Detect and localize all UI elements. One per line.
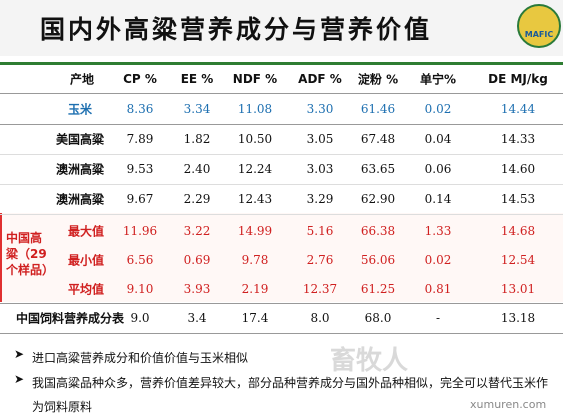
cell-value: 14.53 — [500, 192, 536, 206]
cell-value: 6.56 — [126, 253, 154, 267]
group-bar — [0, 213, 2, 302]
cell-value: 10.50 — [237, 132, 273, 146]
cell-value: 0.02 — [424, 102, 452, 116]
rule — [0, 62, 563, 65]
cell-value: 56.06 — [360, 253, 396, 267]
cell-value: 63.65 — [360, 162, 396, 176]
cell-value: 9.78 — [241, 253, 269, 267]
cell-value: 7.89 — [126, 132, 154, 146]
cell-value: 2.76 — [306, 253, 334, 267]
cell-value: 13.01 — [500, 282, 536, 296]
cell-value: 0.04 — [424, 132, 452, 146]
group-row-label: 最小值 — [67, 253, 105, 268]
column-header: EE % — [180, 72, 214, 86]
cell-value: 67.48 — [360, 132, 396, 146]
cell-value: 3.34 — [183, 102, 211, 116]
cell-value: 3.05 — [306, 132, 334, 146]
cell-value: 14.60 — [500, 162, 536, 176]
group-bg — [0, 213, 563, 302]
column-header: 淀粉 % — [357, 72, 399, 87]
cell-value: 12.24 — [237, 162, 273, 176]
column-header: 产地 — [69, 72, 95, 87]
cell-value: 13.18 — [500, 311, 536, 325]
cell-value: 14.33 — [500, 132, 536, 146]
row-label: 澳洲高粱 — [55, 192, 105, 207]
cell-value: 12.43 — [237, 192, 273, 206]
column-header: NDF % — [232, 72, 278, 86]
row-line — [0, 124, 563, 125]
cell-value: 11.96 — [122, 224, 158, 238]
row-line — [0, 303, 563, 304]
cell-value: 5.16 — [306, 224, 334, 238]
cell-value: 0.02 — [424, 253, 452, 267]
row-label: 中国饲料营养成分表 — [15, 311, 125, 326]
cell-value: 3.30 — [306, 102, 334, 116]
cell-value: 8.36 — [126, 102, 154, 116]
row-line — [0, 214, 563, 215]
cell-value: 0.14 — [424, 192, 452, 206]
group-row-label: 最大值 — [67, 224, 105, 239]
row-label: 澳洲高粱 — [55, 162, 105, 177]
cell-value: 12.54 — [500, 253, 536, 267]
column-header: 单宁% — [419, 72, 457, 87]
cell-value: 2.19 — [241, 282, 269, 296]
cell-value: 0.81 — [424, 282, 452, 296]
title: 国内外高粱营养成分与营养价值 — [40, 15, 433, 44]
cell-value: - — [435, 311, 441, 325]
row-line — [0, 93, 563, 94]
cell-value: 3.22 — [183, 224, 211, 238]
cell-value: 66.38 — [360, 224, 396, 238]
column-header: CP % — [123, 72, 157, 86]
group-label: 中国高粱（29个样品） — [6, 231, 55, 277]
cell-value: 3.93 — [183, 282, 211, 296]
cell-value: 0.06 — [424, 162, 452, 176]
row-line — [0, 333, 563, 334]
title-bar — [0, 0, 563, 56]
watermark-url: xumuren.com — [470, 398, 547, 411]
row-label: 美国高粱 — [55, 132, 105, 147]
cell-value: 9.53 — [126, 162, 154, 176]
cell-value: 3.4 — [187, 311, 207, 325]
cell-value: 8.0 — [310, 311, 330, 325]
cell-value: 61.25 — [360, 282, 396, 296]
cell-value: 61.46 — [360, 102, 396, 116]
bullet: 进口高粱营养成分和价值价值与玉米相似 — [32, 351, 249, 365]
row-line — [0, 154, 563, 155]
cell-value: 2.29 — [183, 192, 211, 206]
cell-value: 1.82 — [183, 132, 211, 146]
bullet-mark: ➤ — [14, 372, 25, 386]
cell-value: 3.29 — [306, 192, 334, 206]
cell-value: 1.33 — [424, 224, 452, 238]
cell-value: 0.69 — [183, 253, 211, 267]
cell-value: 14.68 — [500, 224, 536, 238]
group-row-label: 平均值 — [67, 282, 105, 297]
row-label: 玉米 — [67, 102, 93, 117]
cell-value: 14.99 — [237, 224, 273, 238]
cell-value: 17.4 — [241, 311, 269, 325]
column-header: ADF % — [298, 72, 342, 86]
logo-text: MAFIC — [524, 30, 554, 39]
cell-value: 11.08 — [237, 102, 273, 116]
cell-value: 12.37 — [302, 282, 338, 296]
watermark: 畜牧人 — [330, 346, 409, 376]
column-header: DE MJ/kg — [488, 72, 548, 86]
logo: MAFIC — [517, 4, 561, 48]
cell-value: 9.10 — [126, 282, 154, 296]
cell-value: 62.90 — [360, 192, 396, 206]
cell-value: 68.0 — [364, 311, 392, 325]
cell-value: 14.44 — [500, 102, 536, 116]
cell-value: 9.67 — [126, 192, 154, 206]
row-line — [0, 184, 563, 185]
cell-value: 3.03 — [306, 162, 334, 176]
cell-value: 9.0 — [130, 311, 150, 325]
cell-value: 2.40 — [183, 162, 211, 176]
bullet: 我国高粱品种众多，营养价值差异较大，部分品种营养成分与国外品种相似，完全可以替代… — [32, 376, 549, 414]
bullet-mark: ➤ — [14, 347, 25, 361]
